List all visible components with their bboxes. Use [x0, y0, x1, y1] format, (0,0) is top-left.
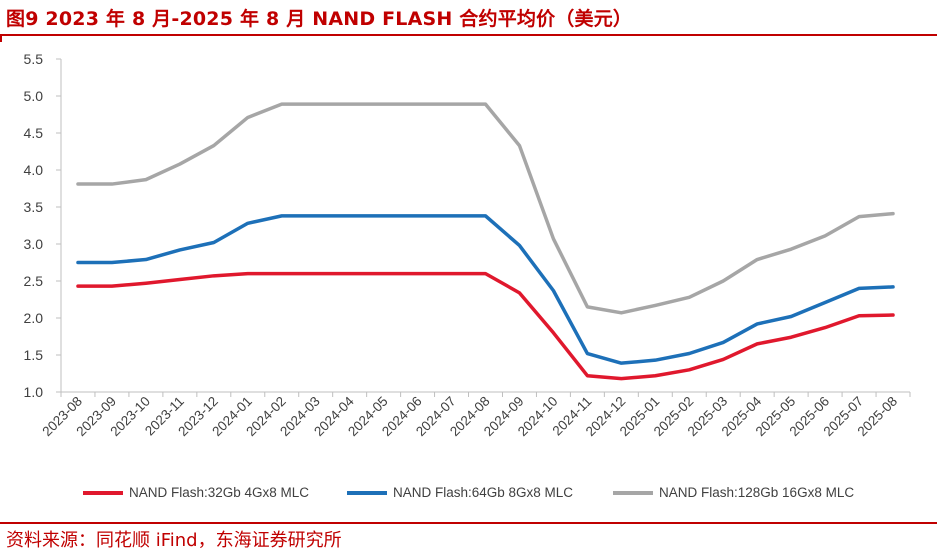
legend-item-32gb: NAND Flash:32Gb 4Gx8 MLC [83, 485, 309, 500]
legend-swatch-64gb [347, 490, 387, 495]
y-tick-label: 2.0 [24, 310, 44, 326]
chart-legend: NAND Flash:32Gb 4Gx8 MLC NAND Flash:64Gb… [0, 485, 937, 507]
legend-label-128gb: NAND Flash:128Gb 16Gx8 MLC [659, 485, 855, 500]
legend-item-128gb: NAND Flash:128Gb 16Gx8 MLC [613, 485, 854, 500]
legend-swatch-128gb [613, 490, 653, 495]
header-rule [0, 34, 937, 36]
footer-rule [0, 522, 937, 524]
legend-label-64gb: NAND Flash:64Gb 8Gx8 MLC [393, 485, 574, 500]
series-line-2 [76, 102, 895, 315]
legend-item-64gb: NAND Flash:64Gb 8Gx8 MLC [347, 485, 573, 500]
y-tick-label: 1.5 [24, 347, 44, 363]
x-axis: 2023-082023-092023-102023-112023-122024-… [39, 391, 911, 439]
line-chart: 1.0 1.5 2.0 2.5 3.0 3.5 4.0 4.5 5.0 5.5 2023-0820… [24, 51, 911, 439]
y-tick-label: 5.0 [24, 88, 44, 104]
y-tick-label: 3.5 [24, 199, 44, 215]
legend-label-32gb: NAND Flash:32Gb 4Gx8 MLC [129, 485, 310, 500]
source-note: 资料来源：同花顺 iFind，东海证券研究所 [6, 530, 342, 551]
y-tick-label: 4.0 [24, 162, 44, 178]
series-line-1 [76, 214, 895, 365]
y-axis: 1.0 1.5 2.0 2.5 3.0 3.5 4.0 4.5 5.0 5.5 [24, 51, 62, 400]
y-tick-label: 4.5 [24, 125, 44, 141]
header-rule-stub [0, 36, 2, 42]
y-tick-label: 1.0 [24, 384, 44, 400]
series-lines [76, 102, 895, 381]
y-tick-label: 5.5 [24, 51, 44, 67]
y-tick-label: 2.5 [24, 273, 44, 289]
chart-title: 图9 2023 年 8 月-2025 年 8 月 NAND FLASH 合约平均… [6, 8, 633, 30]
series-line-0 [76, 271, 895, 381]
y-tick-label: 3.0 [24, 236, 44, 252]
legend-swatch-32gb [83, 490, 123, 495]
